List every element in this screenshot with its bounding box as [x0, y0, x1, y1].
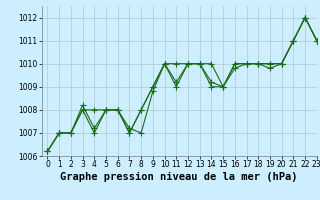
X-axis label: Graphe pression niveau de la mer (hPa): Graphe pression niveau de la mer (hPa)	[60, 172, 298, 182]
